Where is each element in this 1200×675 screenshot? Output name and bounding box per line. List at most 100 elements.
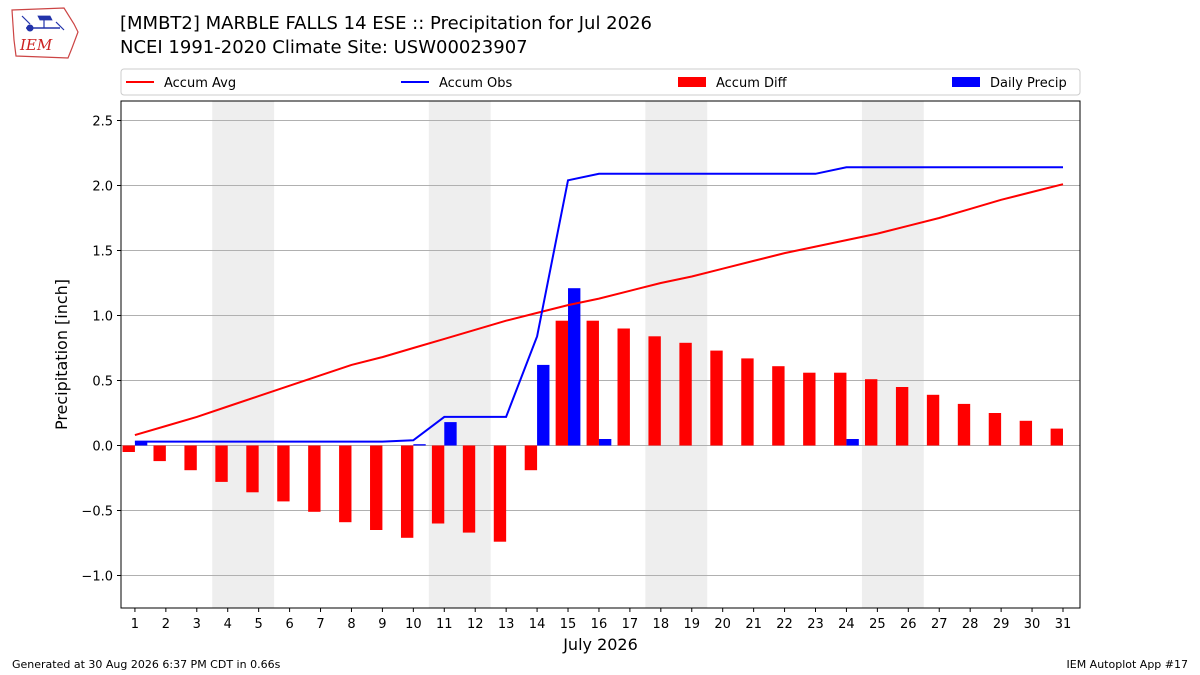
accum-diff-bar: [1050, 428, 1063, 446]
accum-diff-bar: [679, 342, 692, 446]
accum-diff-bar: [246, 445, 259, 493]
x-tick-label: 11: [436, 617, 453, 632]
y-axis-label: Precipitation [inch]: [52, 279, 71, 430]
accum-diff-bar: [431, 445, 445, 524]
y-tick-label: 2.5: [92, 115, 113, 130]
x-tick-label: 21: [745, 617, 762, 632]
accum-diff-bar: [493, 445, 507, 542]
x-tick-label: 26: [900, 617, 917, 632]
legend-swatch-daily-precip: [952, 77, 980, 87]
x-tick-label: 12: [467, 617, 484, 632]
x-tick-label: 20: [714, 617, 731, 632]
accum-diff-bar: [370, 445, 383, 530]
axes: −1.0−0.50.00.51.01.52.02.51 2 3 4 5 6 7 8 9 10 11 1…: [52, 100, 1081, 654]
weather-instrument-icon: [21, 15, 65, 32]
y-tick-label: 0.5: [92, 375, 113, 390]
accum-diff-bar: [988, 413, 1002, 446]
accum-diff-bar: [339, 445, 352, 523]
x-tick-label: 18: [653, 617, 670, 632]
x-tick-label: 2: [162, 617, 170, 632]
accum-diff-bar: [710, 350, 723, 446]
accum-diff-bar: [895, 387, 909, 446]
x-tick-label: 1: [131, 617, 139, 632]
legend-label: Accum Obs: [439, 76, 512, 91]
bars: [122, 288, 1063, 542]
x-tick-label: 7: [316, 617, 324, 632]
x-tick-label: 17: [622, 617, 639, 632]
daily-precip-bar: [413, 444, 426, 446]
accum-diff-bar: [1019, 420, 1033, 446]
x-tick-label: 4: [224, 617, 232, 632]
accum-obs-line: [134, 166, 1063, 443]
legend-label: Daily Precip: [990, 76, 1067, 91]
accum-diff-bar: [308, 445, 321, 512]
iem-logo: IEM: [11, 7, 79, 59]
y-tick-label: −1.0: [81, 570, 113, 585]
x-tick-label: 8: [347, 617, 355, 632]
accum-diff-bar: [586, 320, 599, 446]
accum-diff-bar: [462, 445, 476, 533]
x-tick-label: 27: [931, 617, 948, 632]
x-tick-label: 16: [591, 617, 608, 632]
daily-precip-bar: [537, 364, 550, 446]
legend: Accum Avg Accum Obs Accum Diff Daily Precip: [120, 68, 1081, 96]
daily-precip-bar: [134, 441, 148, 446]
legend-swatch-accum-diff: [678, 77, 706, 87]
x-tick-label: 9: [378, 617, 386, 632]
chart-title: [MMBT2] MARBLE FALLS 14 ESE :: Precipita…: [120, 13, 652, 34]
daily-precip-bar: [846, 439, 859, 446]
x-axis-label: July 2026: [562, 635, 638, 654]
accum-diff-bar: [957, 403, 971, 446]
x-tick-label: 3: [193, 617, 201, 632]
daily-precip-bar: [598, 439, 612, 446]
x-tick-label: 29: [993, 617, 1010, 632]
x-tick-label: 14: [529, 617, 546, 632]
accum-diff-bar: [772, 366, 785, 446]
y-tick-label: −0.5: [81, 505, 113, 520]
generated-timestamp: Generated at 30 Aug 2026 6:37 PM CDT in …: [12, 658, 281, 671]
x-tick-label: 28: [962, 617, 979, 632]
accum-diff-bar: [184, 445, 197, 471]
chart-subtitle: NCEI 1991-2020 Climate Site: USW00023907: [120, 37, 528, 58]
x-tick-label: 25: [869, 617, 886, 632]
x-tick-label: 6: [285, 617, 293, 632]
x-tick-label: 31: [1055, 617, 1072, 632]
daily-precip-bar: [568, 288, 581, 446]
accum-diff-bar: [153, 445, 166, 462]
accum-diff-bar: [215, 445, 228, 482]
x-tick-label: 22: [776, 617, 793, 632]
daily-precip-bar: [444, 422, 457, 446]
x-tick-label: 15: [560, 617, 577, 632]
x-tick-label: 23: [807, 617, 824, 632]
weekend-band: [428, 101, 491, 608]
accum-diff-bar: [122, 445, 135, 452]
x-tick-label: 24: [838, 617, 855, 632]
accum-diff-bar: [617, 328, 630, 446]
accum-diff-bar: [555, 320, 569, 446]
accum-diff-bar: [400, 445, 414, 538]
logo-text: IEM: [19, 36, 53, 54]
accum-diff-bar: [864, 379, 878, 446]
accum-diff-bar: [926, 394, 940, 446]
y-tick-label: 2.0: [92, 180, 113, 195]
x-tick-label: 5: [255, 617, 263, 632]
y-tick-label: 1.0: [92, 310, 113, 325]
accum-diff-bar: [741, 358, 754, 446]
y-tick-label: 0.0: [92, 440, 113, 455]
legend-label: Accum Diff: [716, 76, 788, 91]
series-lines: [134, 166, 1064, 443]
weekend-band: [861, 101, 924, 608]
legend-label: Accum Avg: [164, 76, 236, 91]
x-tick-label: 10: [405, 617, 422, 632]
x-tick-label: 30: [1024, 617, 1041, 632]
accum-avg-line: [134, 183, 1064, 437]
x-tick-label: 13: [498, 617, 515, 632]
weekend-band: [212, 101, 275, 608]
x-tick-label: 19: [683, 617, 700, 632]
accum-diff-bar: [834, 372, 847, 446]
plot-frame: [120, 100, 1081, 609]
accum-diff-bar: [648, 336, 661, 446]
y-tick-label: 1.5: [92, 245, 113, 260]
accum-diff-bar: [524, 445, 538, 471]
